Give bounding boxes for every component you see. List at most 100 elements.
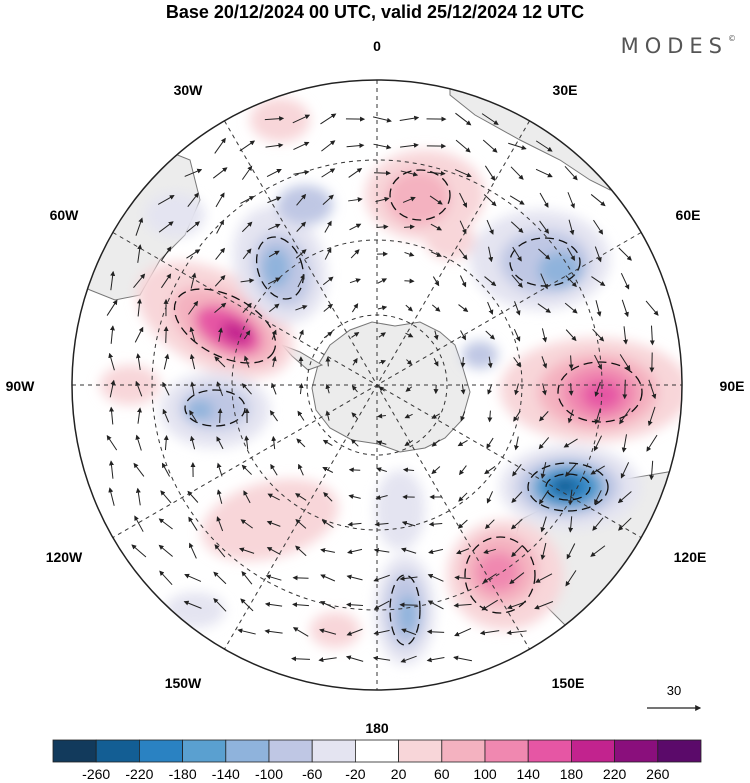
wind-vector xyxy=(214,356,226,368)
wind-vector xyxy=(427,574,444,582)
wind-vector xyxy=(511,274,523,288)
wind-vector xyxy=(486,219,494,235)
wind-vector xyxy=(216,436,224,450)
wind-vector xyxy=(568,516,574,533)
wind-vector xyxy=(216,516,224,532)
wind-vector xyxy=(484,165,496,182)
wind-vector xyxy=(563,438,578,448)
wind-vector xyxy=(594,246,602,263)
wind-vector xyxy=(137,244,143,263)
wind-vector xyxy=(186,249,201,259)
wind-vector xyxy=(266,547,281,555)
wind-vector xyxy=(348,494,361,499)
wind-vector xyxy=(400,170,419,177)
wind-vector xyxy=(268,250,280,258)
colorbar-swatch xyxy=(182,739,227,763)
wind-vector xyxy=(541,328,548,343)
wind-vector xyxy=(535,168,553,178)
wind-vector xyxy=(108,352,115,371)
wind-vector xyxy=(486,491,494,504)
wind-vector xyxy=(215,192,225,208)
wind-vector xyxy=(321,168,336,178)
wind-vector xyxy=(538,490,549,505)
wind-vector xyxy=(325,356,331,367)
wind-vector xyxy=(456,548,470,555)
wind-vector xyxy=(511,545,523,558)
wind-vector xyxy=(565,329,577,342)
wind-vector xyxy=(109,379,116,398)
wind-vector xyxy=(161,462,171,477)
wind-vector xyxy=(267,196,282,204)
wind-vector xyxy=(296,221,307,232)
graticule xyxy=(72,80,682,690)
wind-vector xyxy=(617,491,632,504)
wind-vector xyxy=(459,192,467,208)
wind-vector xyxy=(270,463,278,476)
wind-vector xyxy=(295,545,307,557)
wind-vector xyxy=(377,278,388,284)
wind-vector xyxy=(377,305,388,311)
wind-vector xyxy=(400,655,417,663)
wind-vector xyxy=(645,300,659,316)
wind-vector xyxy=(346,574,363,581)
wind-vector xyxy=(376,440,387,446)
wind-vector xyxy=(483,194,497,207)
wind-vector xyxy=(296,438,306,448)
wind-vector xyxy=(619,354,631,371)
wind-vector xyxy=(541,356,548,369)
wind-vector xyxy=(618,517,632,531)
wind-vector xyxy=(431,466,441,475)
longitude-labels: 0 30W 30E 60W 60E 90W 90E 120W 120E 150W… xyxy=(6,38,745,736)
wind-vector xyxy=(460,357,466,368)
wind-vector xyxy=(183,600,202,609)
wind-vector xyxy=(539,192,549,208)
wind-vector xyxy=(538,437,550,450)
polar-map xyxy=(72,80,682,690)
wind-vector xyxy=(324,247,332,260)
wind-vector xyxy=(348,197,363,203)
wind-vector xyxy=(189,326,196,343)
wind-vector xyxy=(216,489,223,504)
wind-vector xyxy=(325,410,331,421)
wind-vector xyxy=(159,570,173,586)
wind-vector xyxy=(455,112,472,126)
wind-vector xyxy=(297,410,305,421)
wind-vector xyxy=(320,113,337,125)
modes-logo: MODES© xyxy=(621,34,736,58)
wind-vector xyxy=(481,599,498,611)
wind-vector xyxy=(540,273,548,290)
wind-vector xyxy=(264,628,283,634)
colorbar-tick-label: -20 xyxy=(345,766,365,782)
wind-vector xyxy=(488,246,494,263)
wind-vector xyxy=(594,381,601,397)
wind-vector xyxy=(190,272,197,289)
wind-vector xyxy=(590,465,605,475)
wind-vector xyxy=(514,436,519,451)
wind-vector xyxy=(458,492,468,502)
wind-vector xyxy=(106,299,118,316)
wind-vector xyxy=(537,303,551,313)
wind-vector xyxy=(590,545,606,557)
wind-vector xyxy=(347,548,363,555)
wind-vector xyxy=(240,519,253,529)
wind-vector xyxy=(510,166,524,180)
wind-vector xyxy=(189,435,196,450)
logo-text: MODES xyxy=(620,34,728,58)
wind-vector xyxy=(376,224,389,230)
wind-vector xyxy=(348,467,361,473)
copyright-mark: © xyxy=(728,34,736,43)
wind-vector xyxy=(318,657,337,663)
wind-vector xyxy=(212,167,228,179)
wind-vector xyxy=(623,326,629,345)
wind-vector xyxy=(106,435,118,451)
wind-vector xyxy=(160,273,172,289)
lon-label-30e: 30E xyxy=(553,82,578,98)
wind-vector xyxy=(108,487,115,506)
wind-vector xyxy=(265,574,282,581)
wind-vector xyxy=(216,462,223,477)
wind-vector xyxy=(378,386,385,392)
wind-vector xyxy=(160,246,172,262)
wind-vector xyxy=(214,274,226,287)
wind-vector xyxy=(375,495,388,500)
